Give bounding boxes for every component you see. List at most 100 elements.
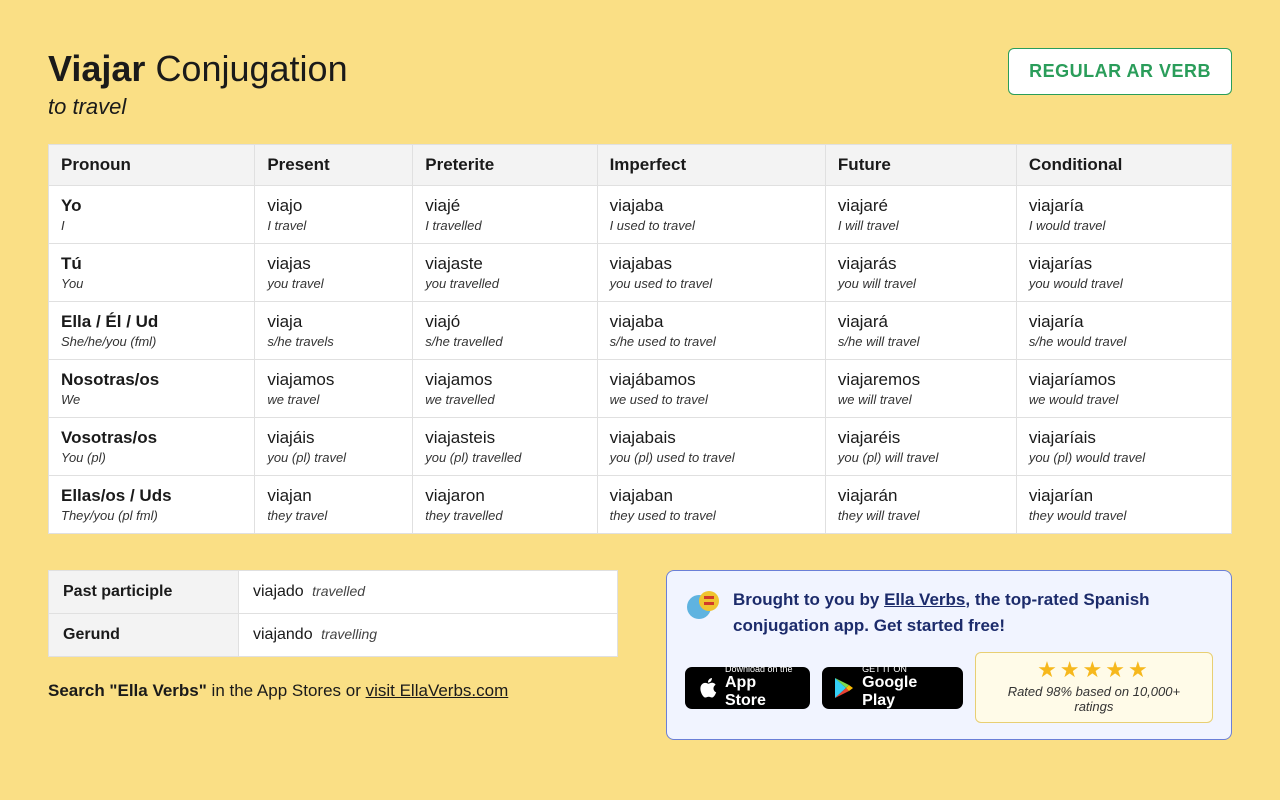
pronoun-cell: Ellas/os / Uds They/you (pl fml) <box>49 476 255 534</box>
conjugation-cell: viajanthey travel <box>255 476 413 534</box>
conjugation-cell: viajaría s/he would travel <box>1016 302 1231 360</box>
table-row: Nosotras/osWeviajamoswe travelviajamoswe… <box>49 360 1232 418</box>
conjugation-cell: viajaríais you (pl) would travel <box>1016 418 1231 476</box>
google-play-icon <box>834 677 854 699</box>
pronoun-en: She/he/you (fml) <box>61 334 242 349</box>
visit-link[interactable]: visit EllaVerbs.com <box>366 681 509 700</box>
form-es: viajarás <box>838 254 1004 274</box>
form-es: viajabais <box>610 428 813 448</box>
conjugation-cell: viajasteis you (pl) travelled <box>413 418 597 476</box>
form-es: viajaríamos <box>1029 370 1219 390</box>
conjugation-table: PronounPresentPreteriteImperfectFutureCo… <box>48 144 1232 534</box>
table-row: Vosotras/osYou (pl)viajáisyou (pl) trave… <box>49 418 1232 476</box>
form-es: viajamos <box>267 370 400 390</box>
form-es: viajaba <box>610 312 813 332</box>
table-row: TúYouviajasyou travelviajasteyou travell… <box>49 244 1232 302</box>
form-en: you (pl) used to travel <box>610 450 813 465</box>
pronoun-en: They/you (pl fml) <box>61 508 242 523</box>
conjugation-cell: viajarás/he will travel <box>825 302 1016 360</box>
search-instruction: Search "Ella Verbs" in the App Stores or… <box>48 681 618 701</box>
table-row: Ella / Él / Ud She/he/you (fml) viajas/he … <box>49 302 1232 360</box>
form-en: you (pl) would travel <box>1029 450 1219 465</box>
verb-type-badge: REGULAR AR VERB <box>1008 48 1232 95</box>
conjugation-cell: viajaríamos we would travel <box>1016 360 1231 418</box>
title-suffix: Conjugation <box>155 48 347 89</box>
conjugation-cell: viajabas you used to travel <box>597 244 825 302</box>
conjugation-cell: viajáisyou (pl) travel <box>255 418 413 476</box>
form-en: you will travel <box>838 276 1004 291</box>
ella-verbs-link[interactable]: Ella Verbs <box>884 590 965 609</box>
form-en: s/he would travel <box>1029 334 1219 349</box>
form-en: you (pl) travelled <box>425 450 584 465</box>
form-es: viajó <box>425 312 584 332</box>
app-icon <box>685 587 721 623</box>
conjugation-cell: viajaron they travelled <box>413 476 597 534</box>
google-play-button[interactable]: GET IT ON Google Play <box>822 667 963 709</box>
form-en: we travelled <box>425 392 584 407</box>
form-en: s/he will travel <box>838 334 1004 349</box>
promo-box: Brought to you by Ella Verbs, the top-ra… <box>666 570 1232 740</box>
form-en: they will travel <box>838 508 1004 523</box>
form-es: viajaron <box>425 486 584 506</box>
form-en: you used to travel <box>610 276 813 291</box>
conjugation-cell: viajas/he travels <box>255 302 413 360</box>
conjugation-cell: viajaríaI would travel <box>1016 186 1231 244</box>
conjugation-cell: viajabaI used to travel <box>597 186 825 244</box>
rating-text: Rated 98% based on 10,000+ ratings <box>990 684 1198 714</box>
past-participle-value: viajado travelled <box>239 571 618 614</box>
conjugation-cell: viajaréisyou (pl) will travel <box>825 418 1016 476</box>
past-participle-label: Past participle <box>49 571 239 614</box>
pronoun-cell: Ella / Él / Ud She/he/you (fml) <box>49 302 255 360</box>
pronoun-cell: Vosotras/osYou (pl) <box>49 418 255 476</box>
page-title: Viajar Conjugation <box>48 48 348 90</box>
form-es: viajasteis <box>425 428 584 448</box>
form-es: viajaría <box>1029 312 1219 332</box>
conjugation-cell: viajarás you will travel <box>825 244 1016 302</box>
form-en: we will travel <box>838 392 1004 407</box>
conjugation-cell: viajó s/he travelled <box>413 302 597 360</box>
form-es: viajaré <box>838 196 1004 216</box>
form-en: we used to travel <box>610 392 813 407</box>
form-es: viajarán <box>838 486 1004 506</box>
form-es: viajaste <box>425 254 584 274</box>
form-es: viajan <box>267 486 400 506</box>
conjugation-cell: viajaban they used to travel <box>597 476 825 534</box>
additional-forms-table: Past participle viajado travelled Gerund… <box>48 570 618 657</box>
form-es: viajaban <box>610 486 813 506</box>
form-es: viajarían <box>1029 486 1219 506</box>
pronoun-es: Ellas/os / Uds <box>61 486 242 506</box>
appstore-big: App Store <box>725 674 798 709</box>
conjugation-cell: viajaba s/he used to travel <box>597 302 825 360</box>
form-es: viajaríais <box>1029 428 1219 448</box>
form-en: we would travel <box>1029 392 1219 407</box>
form-en: they travelled <box>425 508 584 523</box>
form-en: I travel <box>267 218 400 233</box>
promo-pre: Brought to you by <box>733 590 884 609</box>
form-es: viajáis <box>267 428 400 448</box>
conjugation-cell: viajamoswe travel <box>255 360 413 418</box>
form-en: s/he travelled <box>425 334 584 349</box>
form-en: they used to travel <box>610 508 813 523</box>
conjugation-cell: viajarán they will travel <box>825 476 1016 534</box>
conjugation-cell: viajaríanthey would travel <box>1016 476 1231 534</box>
pronoun-es: Ella / Él / Ud <box>61 312 242 332</box>
past-participle-es: viajado <box>253 583 304 600</box>
conjugation-cell: viajaremoswe will travel <box>825 360 1016 418</box>
pronoun-cell: Tú You <box>49 244 255 302</box>
stars-icon: ★★★★★ <box>990 659 1198 681</box>
conjugation-cell: viajamoswe travelled <box>413 360 597 418</box>
form-es: viajaréis <box>838 428 1004 448</box>
form-es: viajabas <box>610 254 813 274</box>
pronoun-es: Tú <box>61 254 242 274</box>
conjugation-cell: viajéI travelled <box>413 186 597 244</box>
past-participle-en: travelled <box>312 583 365 599</box>
verb-name: Viajar <box>48 48 145 89</box>
form-en: I used to travel <box>610 218 813 233</box>
app-store-button[interactable]: Download on the App Store <box>685 667 810 709</box>
column-header: Imperfect <box>597 145 825 186</box>
pronoun-en: You <box>61 276 242 291</box>
pronoun-en: You (pl) <box>61 450 242 465</box>
form-en: s/he used to travel <box>610 334 813 349</box>
rating-box: ★★★★★ Rated 98% based on 10,000+ ratings <box>975 652 1213 723</box>
column-header: Pronoun <box>49 145 255 186</box>
